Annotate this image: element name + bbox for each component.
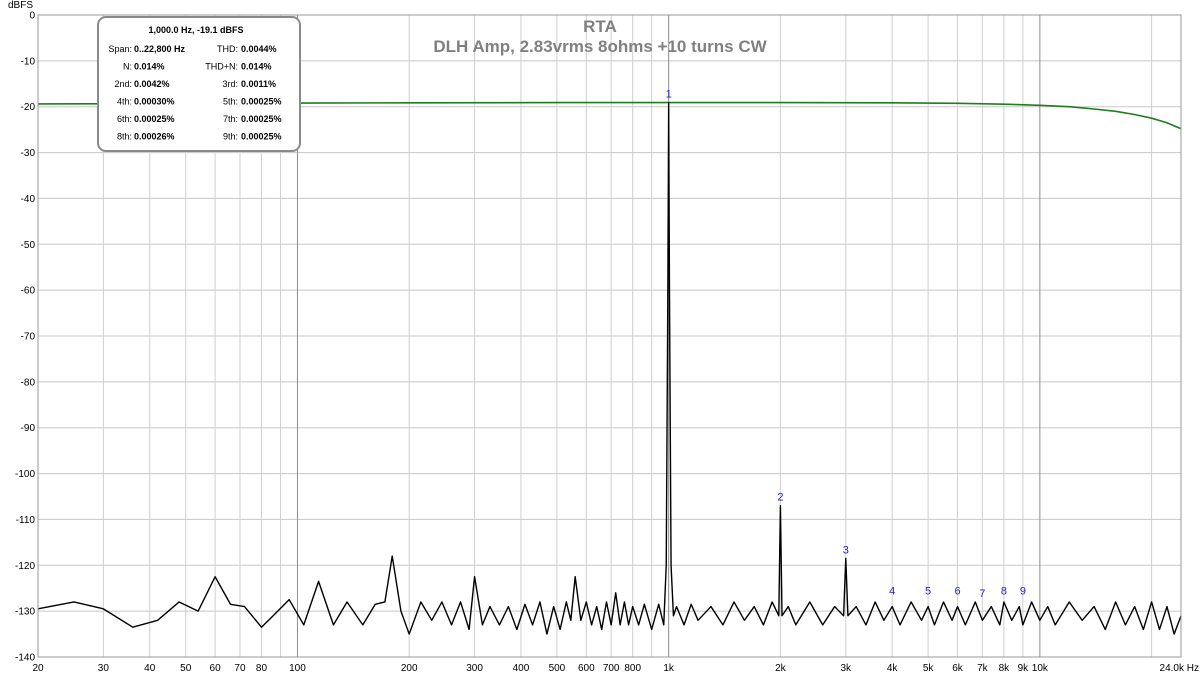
y-tick-label: -140 bbox=[15, 653, 35, 664]
y-tick-label: -80 bbox=[21, 377, 36, 388]
info-value: 0.00026% bbox=[134, 132, 175, 142]
info-key: 9th: bbox=[223, 132, 238, 142]
info-key: 7th: bbox=[223, 114, 238, 124]
y-tick-label: -130 bbox=[15, 607, 35, 618]
info-key: N: bbox=[123, 62, 132, 72]
info-box-rows: Span: 0..22,800 Hz THD: 0.0044%N: 0.014% THD+… bbox=[108, 44, 281, 142]
info-box: 1,000.0 Hz, -19.1 dBFS Span: 0..22,800 Hz… bbox=[97, 16, 301, 152]
y-tick-label: -20 bbox=[21, 102, 36, 113]
y-tick-label: -30 bbox=[21, 148, 36, 159]
y-tick-label: -70 bbox=[21, 332, 36, 343]
y-tick-label: -40 bbox=[21, 194, 36, 205]
x-tick-label: 500 bbox=[549, 663, 566, 674]
x-tick-label: 100 bbox=[289, 663, 306, 674]
x-tick-label: 3k bbox=[840, 663, 852, 674]
info-box-header: 1,000.0 Hz, -19.1 dBFS bbox=[148, 25, 243, 35]
info-key: 6th: bbox=[117, 114, 132, 124]
x-tick-label: 50 bbox=[180, 663, 192, 674]
y-tick-label: -90 bbox=[21, 423, 36, 434]
x-tick-labels: 20 30 40 50 60 70 80 100 200 300 400 500 600 700 800 1k… bbox=[32, 663, 1199, 674]
info-key: 5th: bbox=[223, 97, 238, 107]
x-tick-label: 30 bbox=[98, 663, 110, 674]
x-tick-label: 60 bbox=[210, 663, 222, 674]
info-value: 0.0044% bbox=[241, 44, 277, 54]
info-key: 4th: bbox=[117, 97, 132, 107]
harmonic-marker-label: 6 bbox=[954, 586, 960, 598]
x-tick-label: 700 bbox=[603, 663, 620, 674]
x-tick-label: 24.0k Hz bbox=[1160, 663, 1199, 674]
harmonic-markers: 1 2 3 4 5 6 7 8 9 bbox=[666, 89, 1026, 600]
harmonic-marker-label: 8 bbox=[1001, 586, 1007, 598]
y-axis-label: dBFS bbox=[8, 0, 33, 11]
y-tick-label: -50 bbox=[21, 240, 36, 251]
harmonic-marker-label: 2 bbox=[777, 492, 783, 504]
info-key: THD: bbox=[217, 44, 238, 54]
x-tick-label: 10k bbox=[1032, 663, 1049, 674]
plot-frame bbox=[37, 14, 1182, 658]
x-tick-label: 40 bbox=[144, 663, 156, 674]
x-tick-label: 80 bbox=[256, 663, 268, 674]
x-tick-label: 5k bbox=[923, 663, 935, 674]
info-key: THD+N: bbox=[205, 62, 238, 72]
x-tick-label: 200 bbox=[401, 663, 418, 674]
info-key: 3rd: bbox=[222, 79, 238, 89]
chart-title: RTA bbox=[583, 17, 617, 36]
x-tick-label: 8k bbox=[999, 663, 1011, 674]
y-tick-label: -110 bbox=[16, 515, 36, 526]
series-line-green bbox=[37, 101, 1182, 130]
info-key: 2nd: bbox=[114, 79, 132, 89]
x-tick-label: 20 bbox=[32, 663, 44, 674]
info-value: 0.00025% bbox=[241, 97, 282, 107]
harmonic-marker-label: 7 bbox=[979, 588, 985, 600]
y-tick-labels: 0 -10 -20 -30 -40 -50 -60 -70 -80 -90 -100 -110 -120… bbox=[15, 11, 35, 664]
info-value: 0.0042% bbox=[134, 79, 170, 89]
x-tick-label: 9k bbox=[1018, 663, 1030, 674]
info-value: 0.00025% bbox=[241, 114, 282, 124]
x-tick-label: 600 bbox=[578, 663, 595, 674]
harmonic-marker-label: 9 bbox=[1020, 586, 1026, 598]
info-box-frame bbox=[97, 16, 301, 152]
series-layer bbox=[37, 101, 1182, 635]
x-tick-label: 2k bbox=[775, 663, 787, 674]
x-tick-label: 800 bbox=[624, 663, 641, 674]
x-tick-label: 1k bbox=[663, 663, 675, 674]
info-value: 0.00025% bbox=[134, 114, 175, 124]
y-tick-label: -60 bbox=[21, 286, 36, 297]
y-tick-label: -10 bbox=[21, 56, 36, 67]
info-value: 0.0011% bbox=[241, 79, 276, 89]
x-tick-label: 4k bbox=[887, 663, 899, 674]
x-tick-label: 6k bbox=[952, 663, 964, 674]
x-tick-label: 7k bbox=[977, 663, 989, 674]
harmonic-marker-label: 1 bbox=[666, 89, 672, 101]
harmonic-marker-label: 4 bbox=[889, 586, 895, 598]
harmonic-marker-label: 3 bbox=[843, 544, 849, 556]
x-tick-label: 300 bbox=[466, 663, 483, 674]
info-key: Span: bbox=[108, 44, 132, 54]
series-line-black bbox=[37, 101, 1182, 635]
y-tick-label: -100 bbox=[15, 469, 35, 480]
info-value: 0.00025% bbox=[241, 132, 282, 142]
x-tick-label: 400 bbox=[513, 663, 530, 674]
harmonic-marker-label: 5 bbox=[925, 586, 931, 598]
info-key: 8th: bbox=[117, 132, 132, 142]
info-value: 0.014% bbox=[134, 62, 165, 72]
y-tick-label: -120 bbox=[15, 561, 35, 572]
y-tick-label: 0 bbox=[29, 11, 35, 22]
info-value: 0..22,800 Hz bbox=[134, 44, 186, 54]
chart-subtitle: DLH Amp, 2.83vrms 8ohms +10 turns CW bbox=[433, 37, 767, 56]
x-tick-label: 70 bbox=[234, 663, 246, 674]
info-value: 0.00030% bbox=[134, 97, 175, 107]
info-value: 0.014% bbox=[241, 62, 272, 72]
